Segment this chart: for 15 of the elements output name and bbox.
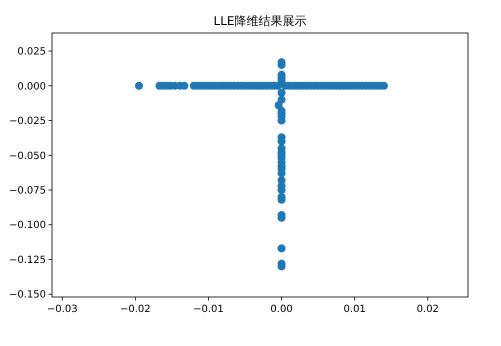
y-tick-label: 0.025 [17, 46, 46, 58]
y-tick-label: −0.100 [8, 220, 46, 232]
x-tick-label: −0.03 [46, 304, 78, 315]
y-tick-label: 0.000 [17, 81, 46, 92]
y-tick-label: −0.075 [8, 186, 46, 197]
y-tick-label: −0.150 [8, 290, 46, 301]
y-tick-label: −0.125 [8, 254, 46, 266]
x-tick-label: 0.02 [416, 304, 439, 315]
y-tick-label: −0.025 [8, 116, 46, 128]
x-tick-label: −0.01 [193, 304, 224, 315]
chart-title: LLE降维结果展示 [214, 14, 306, 28]
x-tick-label: 0.00 [270, 304, 293, 315]
x-tick-label: −0.02 [120, 304, 151, 315]
x-tick-label: 0.01 [344, 304, 366, 315]
y-tick-label: −0.050 [8, 150, 46, 162]
